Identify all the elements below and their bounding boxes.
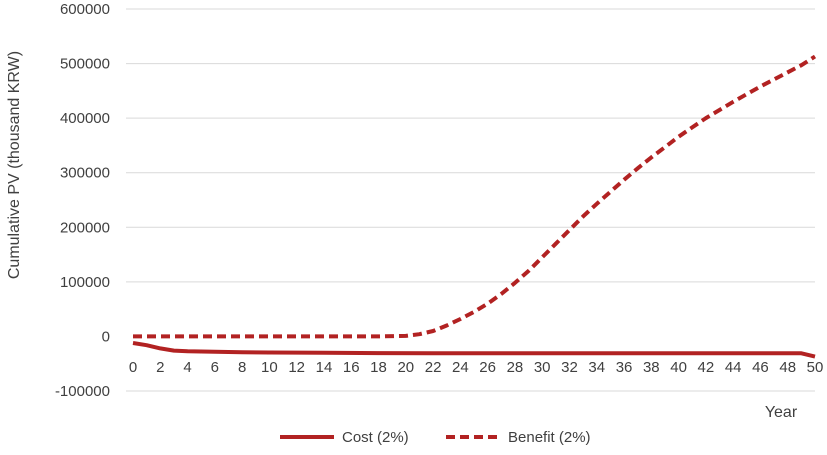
y-tick-label: 200000 [60, 219, 110, 236]
x-tick-label: 46 [752, 359, 769, 376]
y-axis-title: Cumulative PV (thousand KRW) [6, 51, 23, 279]
x-axis-title: Year [765, 404, 798, 421]
series-line-cost [132, 341, 816, 359]
legend-label-cost: Cost (2%) [342, 429, 409, 446]
y-axis-ticks: -100000 0 100000 200000 300000 400000 500000 60… [55, 1, 110, 400]
y-tick-label: 0 [102, 328, 110, 345]
x-tick-label: 44 [725, 359, 742, 376]
gridlines [126, 8, 815, 392]
x-tick-label: 20 [397, 359, 414, 376]
x-tick-label: 22 [425, 359, 442, 376]
x-tick-label: 40 [670, 359, 687, 376]
x-tick-label: 8 [238, 359, 246, 376]
series-line-benefit [133, 54, 817, 339]
y-tick-label: -100000 [55, 383, 110, 400]
x-tick-label: 4 [183, 359, 191, 376]
x-axis-ticks: 0 2 4 6 8 10 12 14 16 18 20 22 24 26 28 30 32 34 36 38 40 42 4… [129, 359, 824, 376]
legend-label-benefit: Benefit (2%) [508, 429, 591, 446]
x-tick-label: 50 [807, 359, 824, 376]
x-tick-label: 38 [643, 359, 660, 376]
y-tick-label: 100000 [60, 274, 110, 291]
x-tick-label: 32 [561, 359, 578, 376]
x-tick-label: 6 [211, 359, 219, 376]
x-tick-label: 12 [288, 359, 305, 376]
x-tick-label: 14 [316, 359, 333, 376]
y-tick-label: 600000 [60, 1, 110, 18]
y-tick-label: 500000 [60, 56, 110, 73]
x-tick-label: 48 [779, 359, 796, 376]
x-tick-label: 2 [156, 359, 164, 376]
x-tick-label: 24 [452, 359, 469, 376]
x-tick-label: 10 [261, 359, 278, 376]
x-tick-label: 26 [479, 359, 496, 376]
x-tick-label: 16 [343, 359, 360, 376]
x-tick-label: 0 [129, 359, 137, 376]
legend: Cost (2%) Benefit (2%) [280, 429, 591, 446]
x-tick-label: 42 [698, 359, 715, 376]
x-tick-label: 30 [534, 359, 551, 376]
x-tick-label: 18 [370, 359, 387, 376]
x-tick-label: 28 [507, 359, 524, 376]
x-tick-label: 36 [616, 359, 633, 376]
series-lines [132, 54, 817, 359]
x-tick-label: 34 [588, 359, 605, 376]
y-tick-label: 400000 [60, 110, 110, 127]
y-tick-label: 300000 [60, 165, 110, 182]
